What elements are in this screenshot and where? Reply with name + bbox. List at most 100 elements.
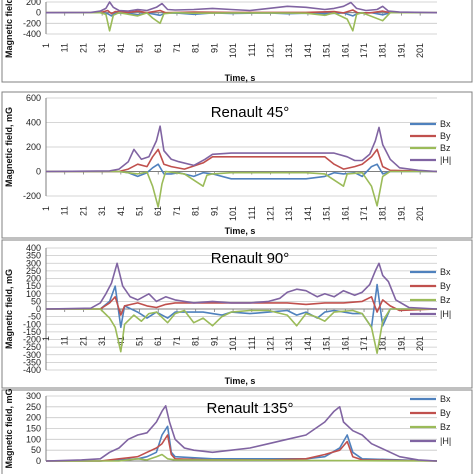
legend: Bx By Bz |H| (410, 267, 451, 319)
x-tick-label: 171 (359, 336, 369, 351)
x-tick-label: 51 (135, 336, 145, 346)
x-tick-label: 141 (303, 336, 313, 351)
x-tick-label: 161 (340, 206, 350, 221)
x-tick-label: 121 (265, 43, 275, 58)
series-line-by (46, 148, 438, 173)
series-line-h (45, 262, 438, 310)
legend-label: By (440, 408, 451, 418)
x-tick-label: 151 (322, 336, 332, 351)
legend: Bx By Bz |H| (410, 119, 451, 165)
panel-frame (1, 239, 473, 389)
y-tick-label: 150 (26, 281, 41, 291)
x-tick-label: 181 (378, 336, 388, 351)
x-tick-label: 31 (97, 336, 107, 346)
x-tick-label: 71 (172, 206, 182, 216)
x-tick-label: 181 (378, 43, 388, 58)
y-tick-label: 200 (26, 142, 41, 152)
y-tick-label: 0 (36, 8, 41, 18)
chart-title: Renault 135° (207, 400, 294, 417)
x-tick-label: 101 (228, 336, 238, 351)
legend-label: |H| (440, 436, 451, 446)
panel-frame (1, 389, 473, 474)
x-tick-label: 141 (303, 43, 313, 58)
x-axis-label: Time, s (225, 376, 256, 386)
y-axis-label: Magnetic field, mG (4, 388, 14, 468)
y-tick-labels: -200 0 200 400 600 (23, 93, 41, 201)
y-tick-label: -100 (23, 319, 41, 329)
y-tick-label: 200 (26, 413, 41, 423)
y-tick-label: -50 (28, 312, 41, 322)
legend-label: Bx (440, 267, 451, 277)
series-line-trace-4 (45, 1, 438, 14)
y-tick-label: 250 (26, 266, 41, 276)
x-tick-label: 61 (153, 43, 163, 53)
x-axis-label: Time, s (225, 226, 256, 236)
x-tick-label: 131 (284, 336, 294, 351)
legend-label: Bz (440, 295, 451, 305)
x-tick-label: 201 (415, 43, 425, 58)
x-tick-label: 131 (284, 206, 294, 221)
y-tick-label: 600 (26, 93, 41, 103)
series-line-by (46, 434, 438, 462)
x-tick-label: 61 (153, 336, 163, 346)
gridlines (46, 1, 437, 35)
x-tick-label: 131 (284, 43, 294, 58)
x-tick-label: 1 (41, 43, 51, 48)
x-tick-label: 101 (228, 43, 238, 58)
series-line-bx (46, 163, 437, 180)
y-tick-label: -150 (23, 327, 41, 337)
x-tick-label: 21 (78, 336, 88, 346)
y-axis-label: Magnetic field, mG (4, 107, 14, 187)
x-tick-labels: 1 11 21 31 41 51 61 71 81 91 101 111 121 131 141 151 161… (41, 12, 425, 58)
y-tick-label: 50 (31, 296, 41, 306)
x-tick-label: 111 (247, 336, 257, 350)
x-tick-label: 121 (265, 206, 275, 221)
series-group (45, 262, 438, 355)
x-tick-label: 81 (191, 336, 201, 346)
legend: Bx By Bz |H| (410, 394, 451, 446)
x-tick-label: 21 (78, 206, 88, 216)
y-tick-label: 50 (31, 445, 41, 455)
series-line-trace-3 (46, 11, 437, 32)
x-tick-label: 1 (41, 336, 51, 341)
panel-frame (1, 91, 473, 239)
x-tick-label: 61 (153, 206, 163, 216)
y-axis-label: Magnetic field, mG (4, 0, 14, 58)
x-tick-label: 201 (415, 336, 425, 351)
x-tick-label: 111 (247, 43, 257, 57)
series-group (45, 404, 438, 462)
x-tick-label: 71 (172, 43, 182, 53)
x-tick-label: 11 (60, 206, 70, 215)
x-tick-label: 151 (322, 43, 332, 58)
x-tick-label: 161 (340, 336, 350, 351)
y-tick-label: 200 (26, 274, 41, 284)
y-tick-label: 300 (26, 391, 41, 401)
y-tick-label: 250 (26, 402, 41, 412)
chart-title: Renault 45° (211, 104, 290, 121)
y-tick-label: 0 (36, 167, 41, 177)
y-tick-label: 400 (26, 118, 41, 128)
x-axis-label: Time, s (225, 73, 256, 83)
series-line-bz (46, 308, 437, 355)
y-tick-label: -400 (23, 29, 41, 39)
legend-label: By (440, 131, 451, 141)
x-tick-label: 191 (396, 206, 406, 221)
x-tick-label: 11 (60, 43, 70, 52)
x-tick-label: 161 (340, 43, 350, 58)
x-tick-label: 81 (191, 206, 201, 216)
x-tick-label: 11 (60, 336, 70, 345)
x-tick-label: 111 (247, 206, 257, 220)
chart-panel-3: -400-350-300-250-200-150-100-50050100150… (1, 239, 473, 389)
y-tick-label: 150 (26, 424, 41, 434)
legend-label: Bz (440, 143, 451, 153)
y-tick-label: 350 (26, 251, 41, 261)
legend-label: |H| (440, 155, 451, 165)
x-tick-label: 101 (228, 206, 238, 221)
x-tick-label: 51 (135, 43, 145, 53)
chart-title: Renault 90° (211, 250, 290, 267)
